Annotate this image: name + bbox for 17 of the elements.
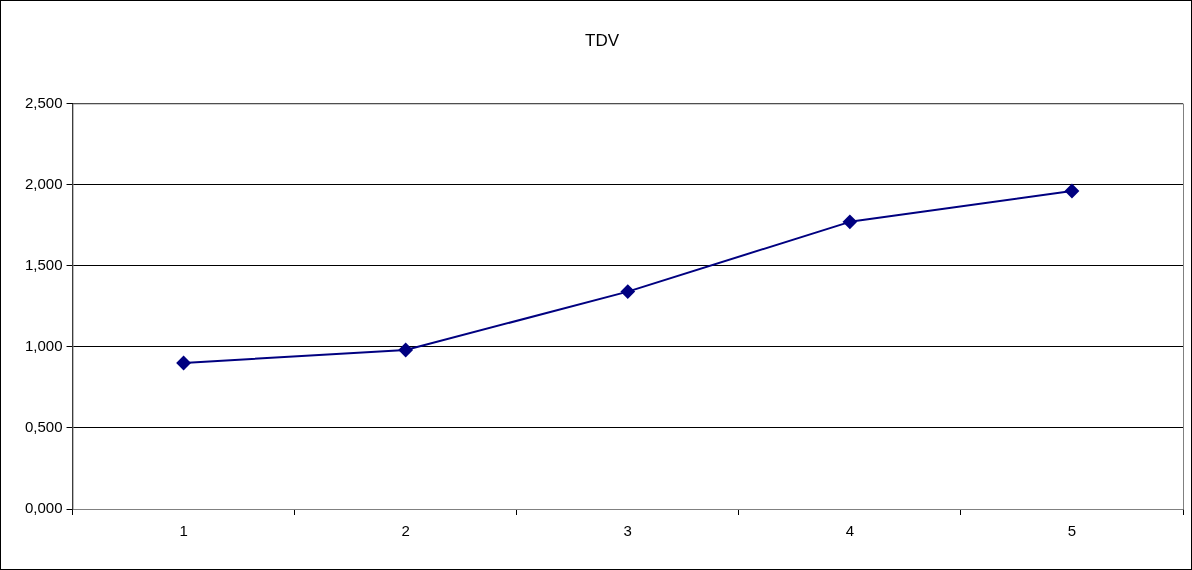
point [176,355,191,370]
point [398,343,413,358]
y-tick-label: 2,000 [24,174,63,192]
y-tick-label: 0,500 [24,418,63,436]
y-tick-label: 1,000 [24,336,63,354]
y-tick-label: 0,000 [24,499,63,517]
point [842,214,857,229]
x-tick-label: 1 [179,522,188,540]
point [1064,184,1079,199]
x-tick-label: 2 [401,522,410,540]
y-tick-label: 1,500 [24,255,63,273]
x-tick-label: 5 [1067,522,1077,540]
chart-title: TDV [585,30,620,50]
x-tick-label: 3 [623,522,632,540]
x-tick-label: 4 [845,522,855,540]
point [620,284,635,299]
y-tick-label: 2,500 [24,93,63,111]
